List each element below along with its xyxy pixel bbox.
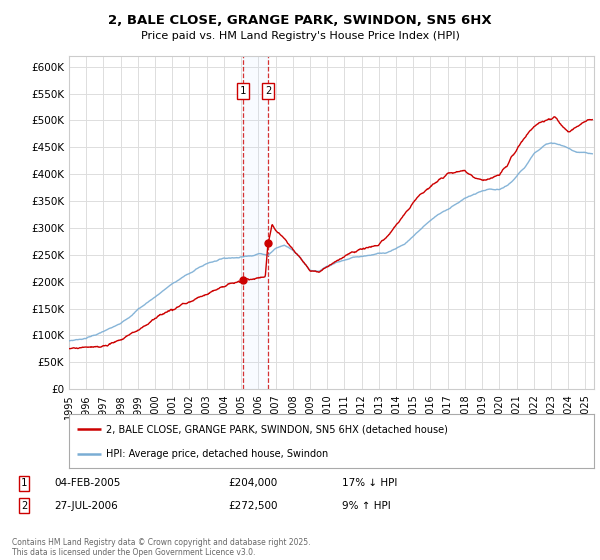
Text: HPI: Average price, detached house, Swindon: HPI: Average price, detached house, Swin… xyxy=(106,449,328,459)
Text: Contains HM Land Registry data © Crown copyright and database right 2025.
This d: Contains HM Land Registry data © Crown c… xyxy=(12,538,311,557)
Text: 2: 2 xyxy=(21,501,27,511)
Text: 04-FEB-2005: 04-FEB-2005 xyxy=(54,478,121,488)
Text: 17% ↓ HPI: 17% ↓ HPI xyxy=(342,478,397,488)
Text: Price paid vs. HM Land Registry's House Price Index (HPI): Price paid vs. HM Land Registry's House … xyxy=(140,31,460,41)
Text: 2: 2 xyxy=(265,86,271,96)
Text: £204,000: £204,000 xyxy=(228,478,277,488)
Text: 9% ↑ HPI: 9% ↑ HPI xyxy=(342,501,391,511)
Text: 2, BALE CLOSE, GRANGE PARK, SWINDON, SN5 6HX: 2, BALE CLOSE, GRANGE PARK, SWINDON, SN5… xyxy=(108,14,492,27)
Text: 2, BALE CLOSE, GRANGE PARK, SWINDON, SN5 6HX (detached house): 2, BALE CLOSE, GRANGE PARK, SWINDON, SN5… xyxy=(106,424,448,435)
Bar xyxy=(242,56,268,389)
Text: 1: 1 xyxy=(21,478,27,488)
Text: 1: 1 xyxy=(239,86,246,96)
Text: £272,500: £272,500 xyxy=(228,501,277,511)
Text: 27-JUL-2006: 27-JUL-2006 xyxy=(54,501,118,511)
